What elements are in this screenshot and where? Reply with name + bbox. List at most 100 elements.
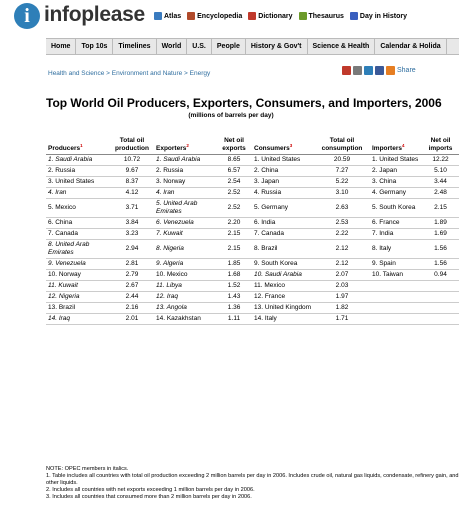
table-cell: 2.52 bbox=[216, 187, 252, 199]
table-cell: 7. Kuwait bbox=[154, 228, 216, 240]
nav-item-5[interactable]: People bbox=[212, 39, 246, 54]
ref-link-label: Atlas bbox=[164, 12, 182, 20]
table-row: 2. Russia 9.67 2. Russia 6.57 2. China 7.27 2.… bbox=[46, 165, 459, 177]
page-title: Top World Oil Producers, Exporters, Cons… bbox=[46, 96, 442, 110]
table-cell: 8.37 bbox=[110, 176, 154, 188]
table-cell: 8. Nigeria bbox=[154, 239, 216, 259]
table-cell: 1.52 bbox=[216, 280, 252, 292]
table-cell: 7. Canada bbox=[252, 228, 314, 240]
email-icon[interactable] bbox=[353, 66, 362, 75]
table-cell: 1.11 bbox=[216, 313, 252, 325]
table-cell: 3.71 bbox=[110, 198, 154, 218]
nav-item-2[interactable]: Timelines bbox=[113, 39, 157, 54]
table-cell: 3. Japan bbox=[252, 176, 314, 188]
table-cell: 1. Saudi Arabia bbox=[46, 154, 110, 166]
column-header: Exporters2 bbox=[154, 136, 216, 155]
print-icon[interactable] bbox=[342, 66, 351, 75]
table-cell: 14. Kazakhstan bbox=[154, 313, 216, 325]
nav-item-4[interactable]: U.S. bbox=[187, 39, 212, 54]
table-cell: 1. Saudi Arabia bbox=[154, 154, 216, 166]
share-link[interactable]: Share bbox=[397, 67, 416, 74]
table-cell: 10.72 bbox=[110, 154, 154, 166]
table-cell: 2.15 bbox=[422, 198, 459, 218]
table-cell: 1.85 bbox=[216, 258, 252, 270]
facebook-icon[interactable] bbox=[375, 66, 384, 75]
table-cell: 4.12 bbox=[110, 187, 154, 199]
nav-item-1[interactable]: Top 10s bbox=[76, 39, 114, 54]
table-cell: 4. Russia bbox=[252, 187, 314, 199]
table-cell: 7.27 bbox=[314, 165, 370, 177]
table-cell: 1.56 bbox=[422, 239, 459, 259]
ref-link-thesaurus[interactable]: Thesaurus bbox=[298, 12, 344, 20]
note-line: NOTE: OPEC members in italics. bbox=[46, 466, 129, 472]
table-row: 1. Saudi Arabia 10.72 1. Saudi Arabia 8.65 1… bbox=[46, 154, 459, 166]
table-cell: 2.15 bbox=[216, 228, 252, 240]
table-row: 5. Mexico 3.71 5. United Arab Emirates 2.52… bbox=[46, 198, 459, 218]
table-row: 3. United States 8.37 3. Norway 2.54 3. Japa… bbox=[46, 176, 459, 188]
breadcrumb[interactable]: Health and Science > Environment and Nat… bbox=[48, 70, 211, 77]
table-cell: 12.22 bbox=[422, 154, 459, 166]
table-cell bbox=[422, 313, 459, 325]
nav-item-0[interactable]: Home bbox=[46, 39, 77, 54]
table-row: 8. United Arab Emirates 2.94 8. Nigeria 2.1… bbox=[46, 239, 459, 259]
table-cell: 9. Spain bbox=[370, 258, 422, 270]
table-cell bbox=[370, 302, 422, 314]
table-cell: 8. United Arab Emirates bbox=[46, 239, 110, 259]
table-cell: 11. Mexico bbox=[252, 280, 314, 292]
day-in-history-icon bbox=[349, 12, 358, 20]
table-cell: 2.79 bbox=[110, 269, 154, 281]
nav-item-6[interactable]: History & Gov't bbox=[246, 39, 308, 54]
table-cell: 2. Japan bbox=[370, 165, 422, 177]
table-cell: 2.12 bbox=[314, 239, 370, 259]
table-cell: 2.67 bbox=[110, 280, 154, 292]
table-cell: 9. Venezuela bbox=[46, 258, 110, 270]
table-cell: 10. Norway bbox=[46, 269, 110, 281]
table-cell: 12. Iraq bbox=[154, 291, 216, 303]
table-cell: 14. Italy bbox=[252, 313, 314, 325]
table-cell: 4. Iran bbox=[154, 187, 216, 199]
info-logo-icon[interactable]: i bbox=[14, 3, 40, 29]
table-row: 4. Iran 4.12 4. Iran 2.52 4. Russia 3.10 4. Ge… bbox=[46, 187, 459, 199]
table-cell: 6. Venezuela bbox=[154, 217, 216, 229]
column-header: Importers4 bbox=[370, 136, 422, 155]
share-toolbar: Share bbox=[342, 66, 416, 75]
table-cell bbox=[370, 291, 422, 303]
ref-link-atlas[interactable]: Atlas bbox=[154, 12, 181, 20]
table-cell: 9.67 bbox=[110, 165, 154, 177]
table-cell: 5.22 bbox=[314, 176, 370, 188]
table-cell bbox=[370, 280, 422, 292]
table-cell: 5. Germany bbox=[252, 198, 314, 218]
table-cell: 2.48 bbox=[422, 187, 459, 199]
table-cell: 7. India bbox=[370, 228, 422, 240]
nav-item-7[interactable]: Science & Health bbox=[308, 39, 376, 54]
table-cell: 8. Italy bbox=[370, 239, 422, 259]
reference-links: Atlas Encyclopedia Dictionary Thesaurus Day … bbox=[154, 12, 407, 20]
ref-link-day-in-history[interactable]: Day in History bbox=[349, 12, 407, 20]
table-cell: 2.15 bbox=[216, 239, 252, 259]
table-cell bbox=[422, 302, 459, 314]
ref-link-encyclopedia[interactable]: Encyclopedia bbox=[187, 12, 242, 20]
nav-item-8[interactable]: Calendar & Holida bbox=[375, 39, 447, 54]
encyclopedia-icon bbox=[187, 12, 196, 20]
table-cell: 2.94 bbox=[110, 239, 154, 259]
table-cell: 3. United States bbox=[46, 176, 110, 188]
site-logo[interactable]: infoplease bbox=[44, 3, 145, 26]
share-icon[interactable] bbox=[386, 66, 395, 75]
table-cell: 1.69 bbox=[422, 228, 459, 240]
table-row: 11. Kuwait 2.67 11. Libya 1.52 11. Mexico 2.0… bbox=[46, 280, 459, 292]
bookmark-icon[interactable] bbox=[364, 66, 373, 75]
table-row: 9. Venezuela 2.81 9. Algeria 1.85 9. South K… bbox=[46, 258, 459, 270]
table-cell: 13. United Kingdom bbox=[252, 302, 314, 314]
table-cell: 10. Mexico bbox=[154, 269, 216, 281]
table-cell: 5. United Arab Emirates bbox=[154, 198, 216, 218]
table-header-row: Producers1 Total oil production Exporters2… bbox=[46, 136, 459, 155]
table-cell: 2.52 bbox=[216, 198, 252, 218]
nav-item-3[interactable]: World bbox=[157, 39, 188, 54]
ref-link-dictionary[interactable]: Dictionary bbox=[248, 12, 293, 20]
table-cell: 2.01 bbox=[110, 313, 154, 325]
main-nav: Home Top 10s Timelines World U.S. People Histo… bbox=[46, 38, 459, 55]
table-cell: 3. Norway bbox=[154, 176, 216, 188]
table-cell bbox=[370, 313, 422, 325]
table-cell: 2.16 bbox=[110, 302, 154, 314]
atlas-icon bbox=[154, 12, 162, 20]
